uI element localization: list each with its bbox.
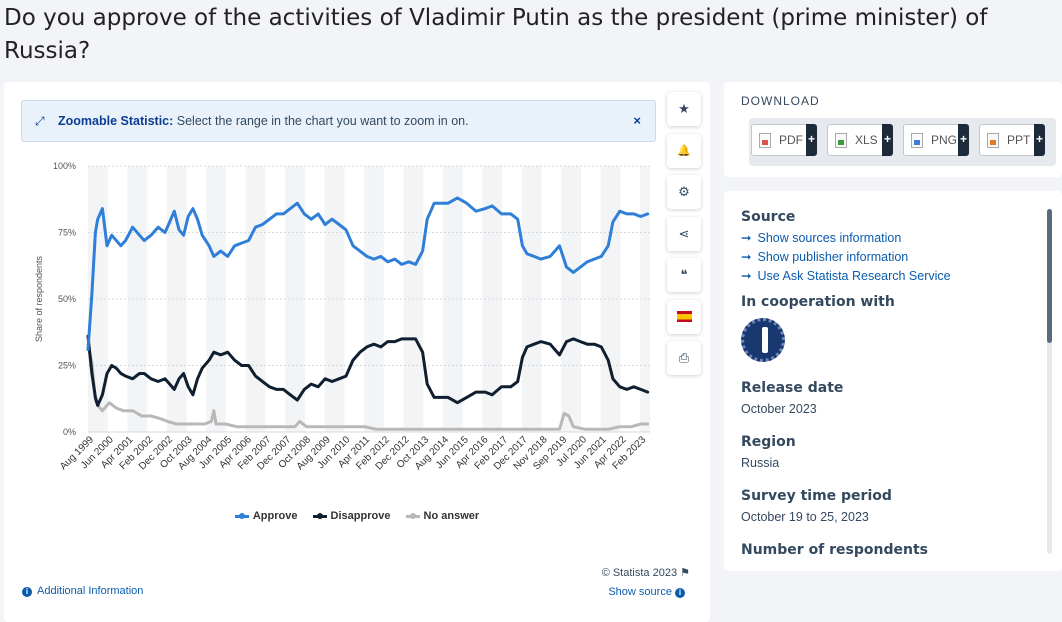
- zoom-banner-text: Select the range in the chart you want t…: [173, 114, 469, 128]
- source-heading: Source: [741, 209, 796, 225]
- spain-flag-icon: [676, 311, 692, 322]
- cooperation-heading: In cooperation with: [741, 294, 895, 310]
- statista-credit: © Statista 2023 ⚑: [601, 567, 690, 579]
- pdf-file-icon: [759, 133, 771, 148]
- download-xls-button[interactable]: XLS +: [827, 124, 893, 156]
- show-source-link[interactable]: Show source i: [608, 586, 690, 598]
- cooperation-logo: [741, 318, 785, 362]
- arrow-right-icon: ➞: [741, 250, 752, 264]
- ppt-file-icon: [987, 133, 999, 148]
- arrow-right-icon: ➞: [741, 231, 752, 245]
- chart-legend: Approve Disapprove No answer: [4, 510, 710, 522]
- show-sources-link[interactable]: ➞ Show sources information: [741, 231, 902, 245]
- y-tick-label: 25%: [58, 361, 76, 371]
- download-png-button[interactable]: PNG +: [903, 124, 969, 156]
- download-ppt-button[interactable]: PPT +: [979, 124, 1045, 156]
- gear-icon[interactable]: ⚙: [667, 175, 701, 209]
- release-date-heading: Release date: [741, 380, 844, 396]
- download-pdf-button[interactable]: PDF +: [751, 124, 817, 156]
- show-publisher-link[interactable]: ➞ Show publisher information: [741, 250, 909, 264]
- bell-icon[interactable]: 🔔: [667, 133, 701, 168]
- y-axis-label: Share of respondents: [34, 255, 44, 342]
- legend-disapprove[interactable]: Disapprove: [312, 510, 390, 522]
- y-tick-label: 75%: [58, 228, 76, 238]
- region-heading: Region: [741, 434, 796, 450]
- close-icon[interactable]: ×: [633, 113, 641, 128]
- y-tick-label: 100%: [53, 161, 76, 171]
- legend-no-answer[interactable]: No answer: [405, 510, 479, 522]
- info-icon: i: [22, 587, 32, 597]
- ask-statista-link[interactable]: ➞ Use Ask Statista Research Service: [741, 269, 951, 283]
- download-title: DOWNLOAD: [741, 94, 820, 108]
- xls-file-icon: [835, 133, 847, 148]
- chart-band: [285, 166, 305, 432]
- region-value: Russia: [741, 456, 780, 470]
- quote-icon[interactable]: ❝: [667, 258, 701, 292]
- expand-icon: ⤢: [35, 114, 45, 128]
- y-tick-label: 0%: [63, 427, 76, 437]
- series-line-approve: [86, 196, 650, 351]
- download-card: DOWNLOAD PDF + XLS + PNG + PPT +: [724, 82, 1062, 177]
- series-line-disapprove: [86, 334, 650, 407]
- scrollbar-thumb[interactable]: [1047, 209, 1052, 343]
- chart-toolbar: ★ 🔔 ⚙ ⋖ ❝ ⎙: [667, 92, 701, 383]
- survey-period-heading: Survey time period: [741, 488, 892, 504]
- respondents-heading: Number of respondents: [741, 542, 928, 558]
- print-icon[interactable]: ⎙: [667, 341, 701, 375]
- series-line-no-answer: [86, 342, 650, 431]
- chart-card: ⤢ Zoomable Statistic: Select the range i…: [4, 82, 710, 622]
- additional-info-link[interactable]: i Additional Information: [22, 585, 143, 597]
- language-flag-button[interactable]: [667, 299, 701, 334]
- info-card: Source ➞ Show sources information ➞ Show p…: [724, 191, 1062, 571]
- share-icon[interactable]: ⋖: [667, 216, 701, 251]
- zoom-banner: ⤢ Zoomable Statistic: Select the range i…: [21, 100, 656, 142]
- page-title: Do you approve of the activities of Vlad…: [4, 5, 988, 64]
- release-date-value: October 2023: [741, 402, 817, 416]
- y-tick-label: 50%: [58, 294, 76, 304]
- arrow-right-icon: ➞: [741, 269, 752, 283]
- png-file-icon: [911, 133, 923, 148]
- download-buttons: PDF + XLS + PNG + PPT +: [749, 118, 1056, 166]
- star-icon[interactable]: ★: [667, 92, 701, 126]
- info-icon: i: [675, 588, 685, 598]
- zoom-banner-label: Zoomable Statistic:: [58, 114, 174, 128]
- survey-period-value: October 19 to 25, 2023: [741, 510, 869, 524]
- scrollbar-track[interactable]: [1047, 209, 1052, 554]
- legend-approve[interactable]: Approve: [234, 510, 297, 522]
- flag-icon: ⚑: [680, 567, 690, 579]
